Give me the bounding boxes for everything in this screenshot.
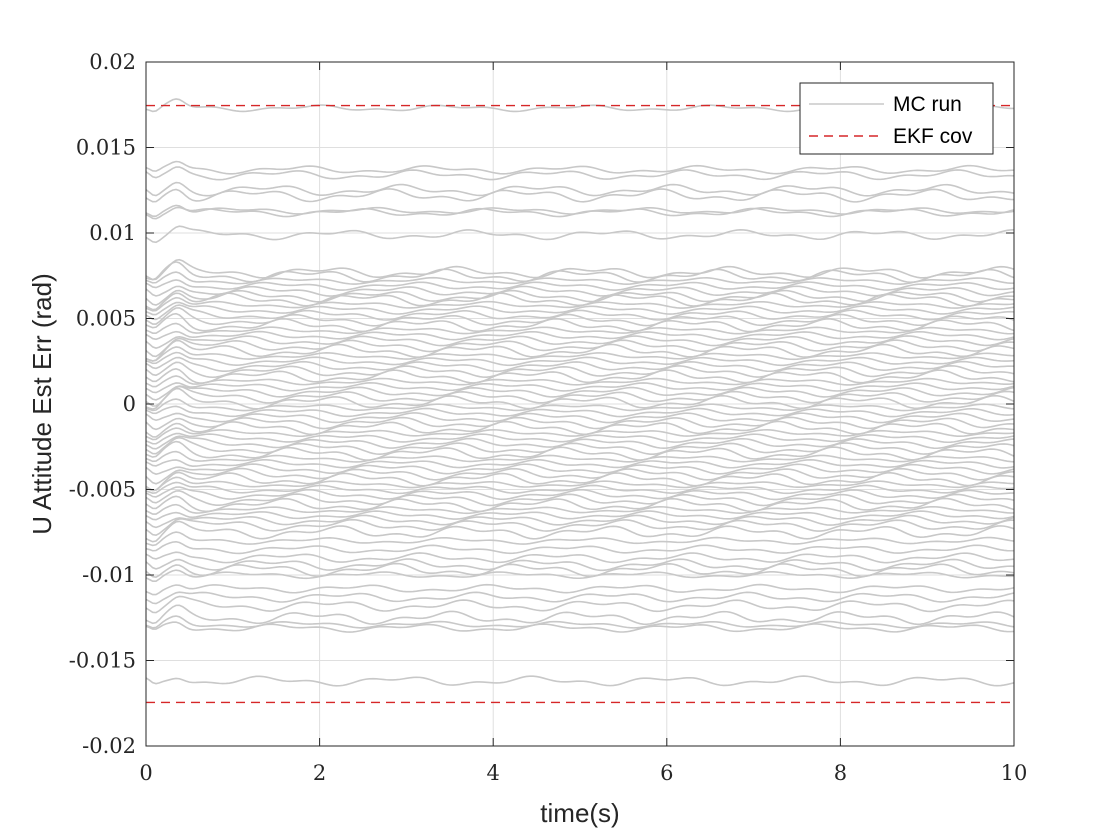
y-tick-label: 0.02 [89, 50, 136, 74]
mc-run-line [145, 356, 1015, 373]
legend-mc-run-label: MC run [893, 93, 962, 116]
y-tick-label: -0.02 [82, 734, 136, 758]
x-tick-label: 6 [660, 761, 673, 785]
mc-run-line [145, 476, 1015, 492]
y-axis-label: U Attitude Est Err (rad) [27, 273, 57, 535]
mc-run-line [145, 181, 1015, 197]
mc-run-line [145, 346, 1015, 362]
mc-run-line [145, 591, 1015, 605]
mc-run-line [145, 351, 1015, 367]
y-tick-label: -0.015 [69, 649, 136, 673]
x-tick-label: 0 [139, 761, 152, 785]
x-tick-label: 2 [313, 761, 326, 785]
y-tick-label: 0.015 [76, 136, 136, 160]
mc-run-line [145, 368, 1015, 384]
x-tick-label: 10 [1001, 761, 1028, 785]
ticks: 0 2 4 6 8 10 -0.02 -0.015 -0.01 -0.005 0 0.005 0.01 0… [69, 50, 1028, 785]
mc-run-line [145, 490, 1015, 507]
mc-run-line [145, 481, 1015, 495]
mc-run-line [145, 261, 1015, 284]
mc-run-line [145, 583, 1015, 596]
mc-run-line [145, 540, 1015, 555]
mc-run-line [145, 458, 1015, 469]
mc-run-line [145, 427, 1015, 441]
mc-run-line [145, 621, 1015, 633]
mc-run-line [145, 206, 1015, 220]
mc-run-line [145, 301, 1015, 316]
mc-run-line [145, 382, 1015, 394]
mc-run-series [145, 98, 1015, 687]
mc-run-line [145, 416, 1015, 431]
mc-run-line [145, 307, 1015, 327]
y-tick-label: 0 [123, 392, 136, 416]
mc-run-line [145, 405, 1015, 418]
mc-run-line [145, 463, 1015, 475]
mc-run-line [145, 514, 1015, 529]
mc-run-line [145, 279, 1015, 291]
mc-run-line [145, 387, 1015, 410]
mc-run-line [145, 304, 1015, 321]
mc-run-line [145, 510, 1015, 521]
mc-run-line [145, 432, 1015, 445]
x-tick-label: 4 [487, 761, 500, 785]
mc-run-line [145, 558, 1015, 572]
mc-run-line [145, 450, 1015, 463]
mc-run-line [145, 322, 1015, 335]
mc-run-line [145, 188, 1015, 203]
mc-run-line [145, 495, 1015, 513]
mc-run-line [145, 296, 1015, 312]
mc-run-line [145, 160, 1015, 175]
legend-box [799, 82, 994, 155]
legend: MC run EKF cov [799, 82, 994, 155]
mc-run-line [145, 440, 1015, 461]
mc-run-line [145, 412, 1015, 424]
mc-run-line [145, 503, 1015, 515]
mc-run-line [145, 271, 1015, 285]
mc-run-line [145, 375, 1015, 388]
y-tick-label: 0.01 [89, 221, 136, 245]
mc-run-line [145, 551, 1015, 564]
mc-run-line [145, 385, 1015, 401]
mc-run-line [145, 335, 1015, 349]
mc-run-line [145, 361, 1015, 379]
mc-run-line [145, 385, 1015, 407]
mc-run-line [145, 339, 1015, 362]
mc-run-line [145, 285, 1015, 297]
mc-run-line [145, 471, 1015, 492]
mc-run-line [145, 595, 1015, 614]
mc-run-line [145, 312, 1015, 333]
mc-run-line [145, 330, 1015, 341]
mc-run-line [145, 289, 1015, 306]
mc-run-line [145, 166, 1015, 181]
mc-run-line [145, 615, 1015, 629]
mc-run-line [145, 258, 1015, 281]
y-tick-label: 0.005 [76, 307, 136, 331]
mc-run-line [145, 337, 1015, 358]
mc-run-line [145, 436, 1015, 455]
mc-run-line [145, 225, 1015, 244]
y-tick-label: -0.005 [69, 478, 136, 502]
mc-run-line [145, 398, 1015, 412]
mc-run-line [145, 518, 1014, 537]
legend-ekf-cov-label: EKF cov [893, 125, 973, 148]
y-tick-label: -0.01 [82, 563, 136, 587]
mc-run-line [145, 604, 1015, 626]
mc-run-line [145, 486, 1015, 501]
x-tick-label: 8 [834, 761, 847, 785]
mc-run-line [145, 569, 1015, 583]
mc-run-line [145, 531, 1015, 547]
mc-run-line [145, 520, 1015, 543]
mc-run-line [145, 675, 1015, 687]
mc-run-line [145, 467, 1015, 485]
x-axis-label: time(s) [540, 798, 619, 828]
